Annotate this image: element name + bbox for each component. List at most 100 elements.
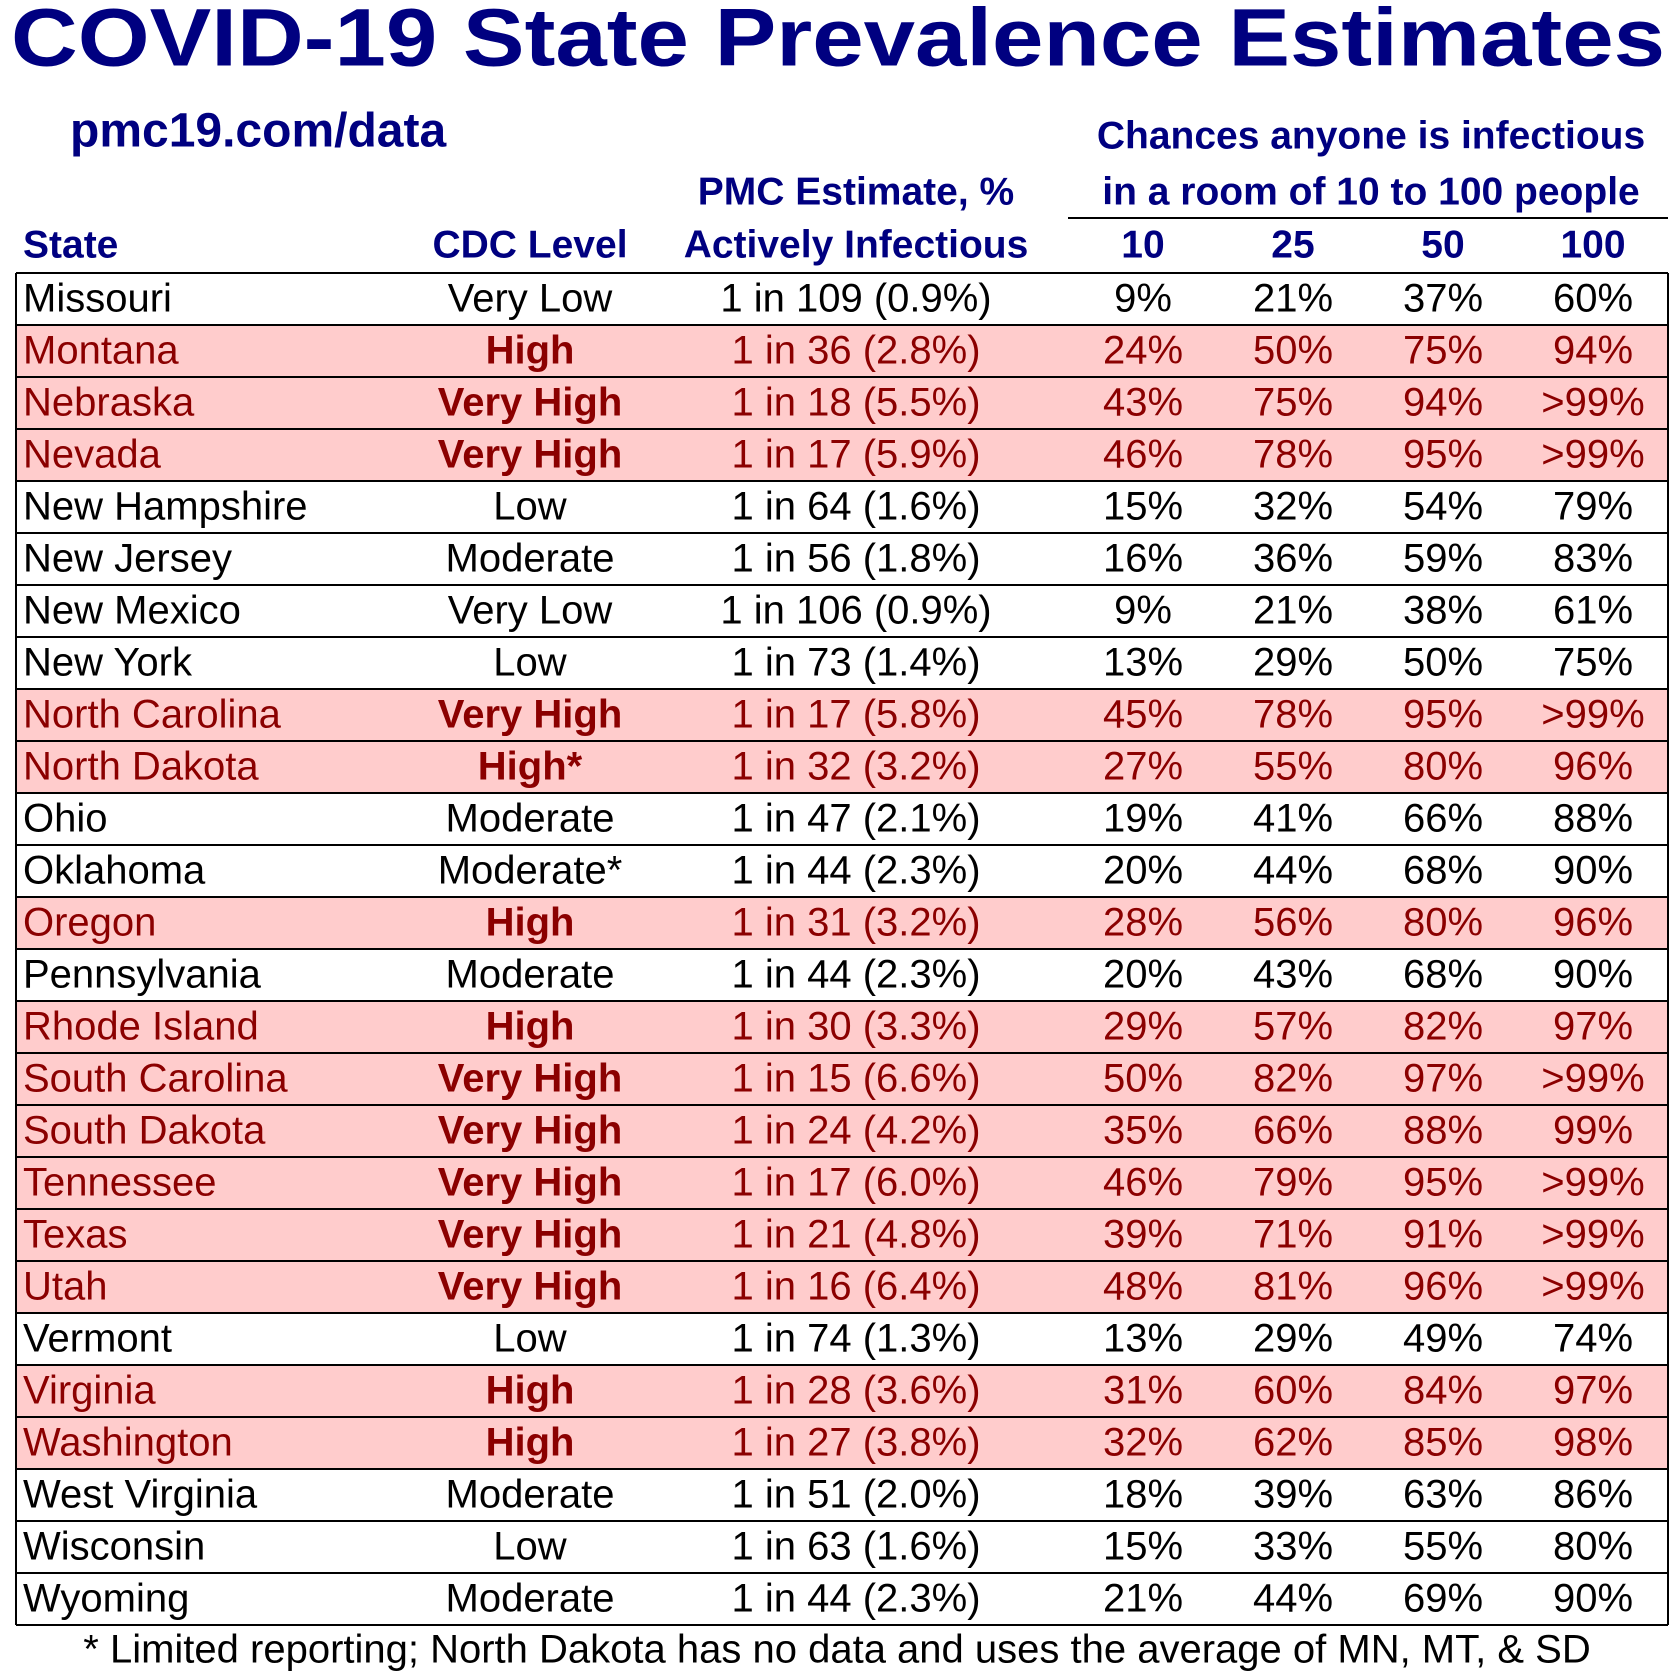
- chance-value: 21%: [1253, 277, 1333, 321]
- row-highlight: [16, 1365, 1668, 1417]
- estimate: 1 in 47 (2.1%): [731, 797, 980, 841]
- chance-value: 46%: [1103, 433, 1183, 477]
- chance-value: 35%: [1103, 1109, 1183, 1153]
- estimate: 1 in 44 (2.3%): [731, 953, 980, 997]
- row-highlight: [16, 1417, 1668, 1469]
- chance-value: >99%: [1541, 381, 1644, 425]
- estimate: 1 in 44 (2.3%): [731, 1577, 980, 1621]
- chance-value: 39%: [1103, 1213, 1183, 1257]
- chance-value: 94%: [1553, 329, 1633, 373]
- estimate: 1 in 18 (5.5%): [731, 381, 980, 425]
- row-highlight: [16, 1209, 1668, 1261]
- cdc-level: High: [486, 1369, 575, 1413]
- column-header: 10: [1121, 223, 1164, 266]
- state-name: South Carolina: [23, 1057, 288, 1101]
- chance-value: 33%: [1253, 1525, 1333, 1569]
- chance-value: 79%: [1253, 1161, 1333, 1205]
- chance-value: 32%: [1253, 485, 1333, 529]
- cdc-level: Very High: [438, 1213, 623, 1257]
- chance-value: 15%: [1103, 1525, 1183, 1569]
- cdc-level: High: [486, 901, 575, 945]
- chance-value: 13%: [1103, 641, 1183, 685]
- chance-value: 15%: [1103, 485, 1183, 529]
- cdc-level: Low: [493, 641, 566, 685]
- estimate: 1 in 109 (0.9%): [720, 277, 991, 321]
- chance-value: 66%: [1253, 1109, 1333, 1153]
- chance-value: >99%: [1541, 1265, 1644, 1309]
- chance-value: 78%: [1253, 433, 1333, 477]
- row-highlight: [16, 377, 1668, 429]
- row-highlight: [16, 1105, 1668, 1157]
- title: COVID-19 State Prevalence Estimates: [11, 0, 1665, 84]
- estimate: 1 in 56 (1.8%): [731, 537, 980, 581]
- state-name: New Hampshire: [23, 485, 308, 529]
- state-name: Wisconsin: [23, 1525, 205, 1569]
- chance-value: 98%: [1553, 1421, 1633, 1465]
- state-name: Utah: [23, 1265, 108, 1309]
- chance-value: 86%: [1553, 1473, 1633, 1517]
- chance-value: 68%: [1403, 849, 1483, 893]
- cdc-level: Very High: [438, 693, 623, 737]
- state-name: Vermont: [23, 1317, 172, 1361]
- state-name: Wyoming: [23, 1577, 189, 1621]
- estimate: 1 in 21 (4.8%): [731, 1213, 980, 1257]
- cdc-level: Moderate: [446, 537, 615, 581]
- chance-value: 43%: [1253, 953, 1333, 997]
- chance-value: 55%: [1253, 745, 1333, 789]
- chance-value: 43%: [1103, 381, 1183, 425]
- chance-value: 41%: [1253, 797, 1333, 841]
- estimate: 1 in 31 (3.2%): [731, 901, 980, 945]
- chance-value: 81%: [1253, 1265, 1333, 1309]
- chance-value: 90%: [1553, 1577, 1633, 1621]
- cdc-level: Moderate*: [438, 849, 623, 893]
- chance-value: 29%: [1253, 1317, 1333, 1361]
- chance-value: >99%: [1541, 693, 1644, 737]
- chance-value: 36%: [1253, 537, 1333, 581]
- chance-value: 82%: [1403, 1005, 1483, 1049]
- estimate: 1 in 106 (0.9%): [720, 589, 991, 633]
- chance-value: 62%: [1253, 1421, 1333, 1465]
- chance-value: 20%: [1103, 849, 1183, 893]
- chance-value: 78%: [1253, 693, 1333, 737]
- column-header: CDC Level: [432, 223, 627, 266]
- cdc-level: Low: [493, 1317, 566, 1361]
- state-name: New Mexico: [23, 589, 241, 633]
- chance-value: 99%: [1553, 1109, 1633, 1153]
- chance-value: 54%: [1403, 485, 1483, 529]
- estimate: 1 in 63 (1.6%): [731, 1525, 980, 1569]
- row-highlight: [16, 1001, 1668, 1053]
- chance-value: 91%: [1403, 1213, 1483, 1257]
- chance-value: 9%: [1114, 277, 1172, 321]
- cdc-level: Low: [493, 1525, 566, 1569]
- state-name: North Dakota: [23, 745, 259, 789]
- column-header: 100: [1560, 223, 1625, 266]
- cdc-level: High: [486, 1005, 575, 1049]
- chance-value: 82%: [1253, 1057, 1333, 1101]
- state-name: Nebraska: [23, 381, 195, 425]
- estimate: 1 in 15 (6.6%): [731, 1057, 980, 1101]
- chance-value: 97%: [1553, 1369, 1633, 1413]
- chance-value: 37%: [1403, 277, 1483, 321]
- cdc-level: Very High: [438, 433, 623, 477]
- state-name: Pennsylvania: [23, 953, 262, 997]
- row-highlight: [16, 1261, 1668, 1313]
- state-name: Washington: [23, 1421, 233, 1465]
- chance-value: 88%: [1553, 797, 1633, 841]
- chance-value: 27%: [1103, 745, 1183, 789]
- chance-value: 79%: [1553, 485, 1633, 529]
- chance-value: >99%: [1541, 1057, 1644, 1101]
- state-name: Montana: [23, 329, 179, 373]
- row-highlight: [16, 325, 1668, 377]
- chance-value: 16%: [1103, 537, 1183, 581]
- chance-value: 32%: [1103, 1421, 1183, 1465]
- estimate: 1 in 51 (2.0%): [731, 1473, 980, 1517]
- state-name: Virginia: [23, 1369, 156, 1413]
- chance-value: 21%: [1253, 589, 1333, 633]
- chance-value: 21%: [1103, 1577, 1183, 1621]
- estimate: 1 in 64 (1.6%): [731, 485, 980, 529]
- estimate: 1 in 44 (2.3%): [731, 849, 980, 893]
- chance-value: >99%: [1541, 433, 1644, 477]
- chance-value: 39%: [1253, 1473, 1333, 1517]
- chance-value: 84%: [1403, 1369, 1483, 1413]
